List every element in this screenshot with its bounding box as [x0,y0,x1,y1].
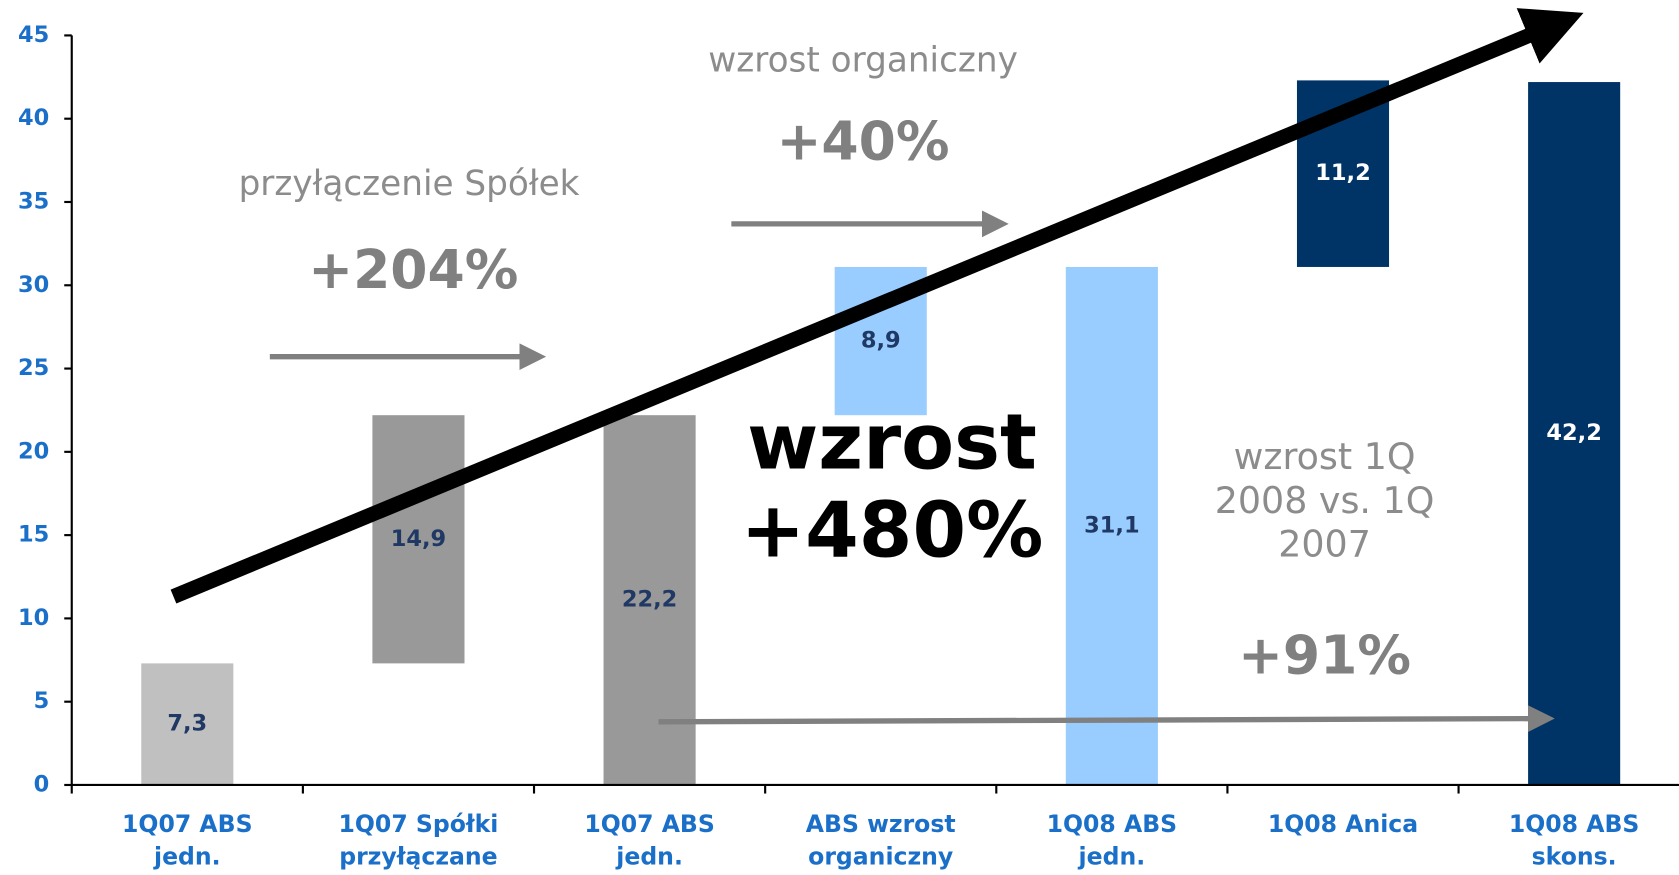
x-tick-label: 1Q08 Anica [1268,810,1418,838]
x-tick-label: 1Q08 ABS [1047,810,1178,838]
arrows [170,8,1584,733]
annotation: +91% [1238,623,1411,686]
annotation: wzrost organiczny [708,41,1018,81]
y-tick-label: 0 [34,771,50,797]
y-tick-label: 40 [18,105,49,131]
x-tick-label: jedn. [615,842,683,870]
x-tick-label: skons. [1532,842,1617,870]
annotation: +40% [777,109,950,172]
bar [1065,266,1158,785]
y-tick-label: 10 [18,605,49,631]
x-tick-label: przyłączane [339,842,497,870]
y-tick-label: 20 [18,438,49,464]
arrow [658,705,1555,733]
value-label: 8,9 [861,328,901,354]
bar [1528,82,1621,785]
y-tick-label: 35 [18,188,49,214]
x-tick-label: ABS wzrost [806,810,956,838]
annotation: +204% [308,238,518,301]
annotation: wzrost 1Q [1234,435,1416,478]
bar [141,663,234,785]
y-tick-label: 15 [18,522,49,548]
value-label: 11,2 [1315,160,1370,186]
x-tick-label: 1Q07 ABS [122,810,253,838]
x-tick-label: 1Q08 ABS [1509,810,1640,838]
annotation: 2008 vs. 1Q [1215,479,1435,522]
x-tick-label: 1Q07 ABS [584,810,715,838]
y-tick-label: 25 [18,355,49,381]
value-label: 42,2 [1546,420,1601,446]
value-label: 31,1 [1084,512,1139,538]
value-label: 22,2 [622,587,677,613]
axes: 0 5 10 15 20 25 30 35 40 45 1Q07 ABS jedn. 1Q07 Spół… [18,22,1679,870]
value-label: 14,9 [391,526,446,552]
x-tick-label: 1Q07 Spółki [339,810,499,838]
x-tick-label: jedn. [1078,842,1146,870]
annotation: 2007 [1278,523,1371,566]
trend-arrow [170,8,1584,604]
bars: 7,3 14,9 22,2 8,9 31,1 11,2 42,2 [141,80,1621,785]
bar [372,415,465,664]
y-tick-label: 30 [18,272,49,298]
annotation: +480% [741,485,1044,575]
annotation: wzrost [747,398,1037,488]
x-tick-label: jedn. [153,842,221,870]
y-tick-label: 5 [34,688,50,714]
annotations: przyłączenie Spółek +204% wzrost organiczn… [239,41,1435,687]
annotation: przyłączenie Spółek [239,164,580,204]
x-tick-label: organiczny [808,842,953,870]
value-label: 7,3 [167,711,207,737]
y-tick-label: 45 [18,22,49,48]
